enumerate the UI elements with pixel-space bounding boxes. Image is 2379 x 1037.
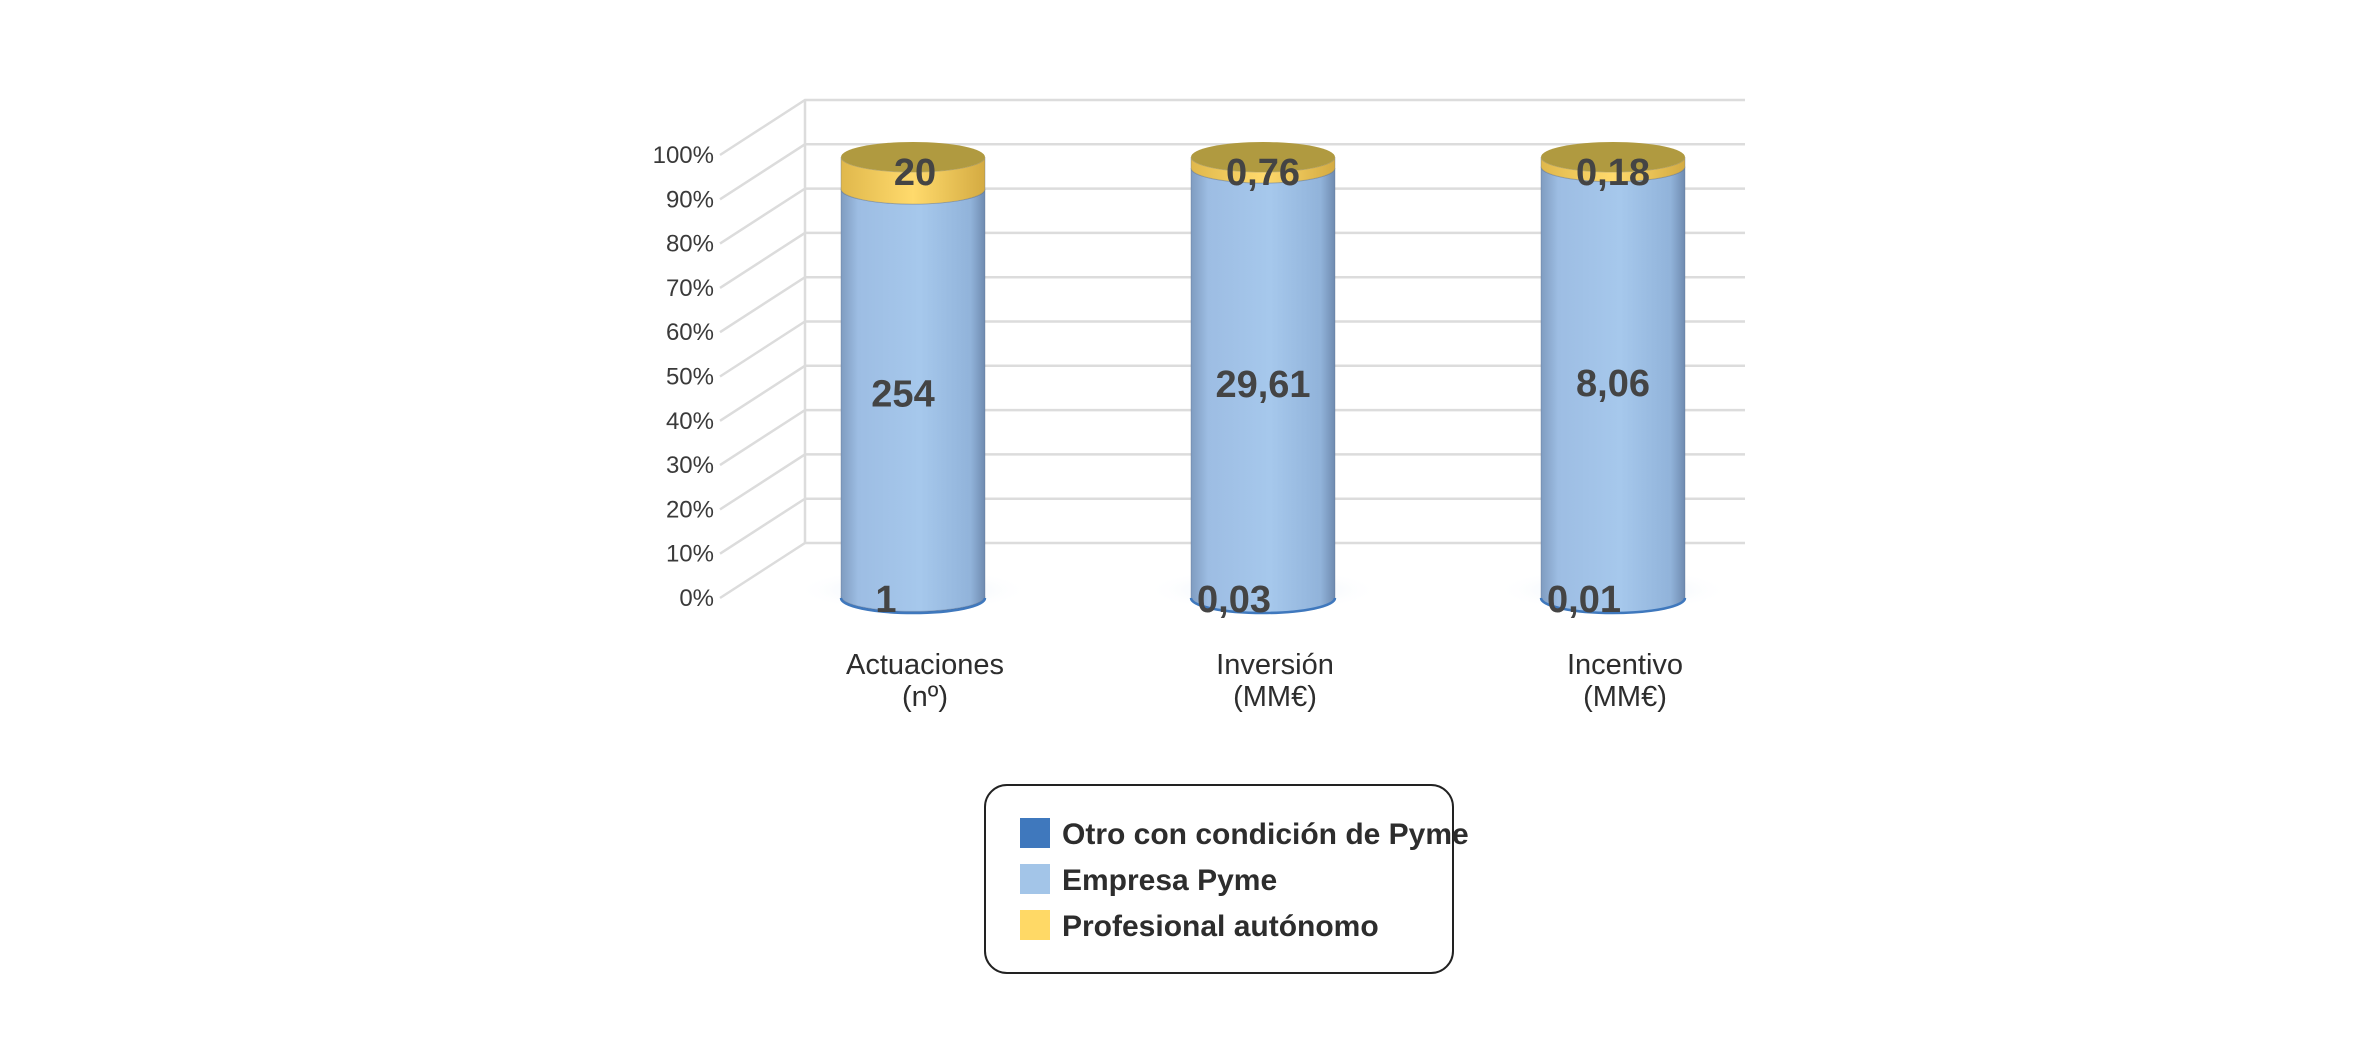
x-category-label: Actuaciones <box>846 649 1004 681</box>
y-tick-label: 100% <box>653 142 714 169</box>
data-label: 1 <box>875 579 896 621</box>
data-label: 0,01 <box>1547 579 1621 621</box>
legend-swatch <box>1020 864 1050 894</box>
bar-top-cap <box>841 142 985 172</box>
data-label: 0,03 <box>1197 579 1271 621</box>
y-tick-label: 90% <box>666 186 714 213</box>
legend-label: Otro con condición de Pyme <box>1062 818 1469 851</box>
x-category-label: Inversión <box>1216 649 1334 681</box>
bar-top-cap <box>1541 142 1685 172</box>
legend-label: Profesional autónomo <box>1062 910 1379 943</box>
bar-top-cap <box>1191 142 1335 172</box>
y-tick-label: 80% <box>666 231 714 258</box>
y-tick-label: 60% <box>666 319 714 346</box>
data-label: 29,61 <box>1215 364 1310 406</box>
legend-box <box>984 784 1454 974</box>
bar-bottom-rim <box>1539 597 1687 615</box>
data-label: 8,06 <box>1576 363 1650 405</box>
legend-swatch <box>1020 910 1050 940</box>
y-tick-label: 0% <box>679 585 714 612</box>
x-category-label: Incentivo <box>1567 649 1683 681</box>
legend-label: Empresa Pyme <box>1062 864 1277 897</box>
x-category-sublabel: (MM€) <box>1583 681 1667 713</box>
data-label: 254 <box>871 374 934 416</box>
bar-bottom-rim <box>839 597 987 615</box>
y-tick-label: 70% <box>666 275 714 302</box>
y-tick-label: 40% <box>666 408 714 435</box>
data-label: 20 <box>894 152 936 194</box>
y-tick-label: 30% <box>666 452 714 479</box>
x-category-sublabel: (MM€) <box>1233 681 1317 713</box>
y-tick-label: 20% <box>666 496 714 523</box>
bar-bottom-rim <box>1189 597 1337 615</box>
data-label: 0,18 <box>1576 152 1650 194</box>
y-tick-label: 10% <box>666 541 714 568</box>
data-label: 0,76 <box>1226 152 1300 194</box>
y-tick-label: 50% <box>666 364 714 391</box>
x-category-sublabel: (nº) <box>902 681 948 713</box>
legend-swatch <box>1020 818 1050 848</box>
